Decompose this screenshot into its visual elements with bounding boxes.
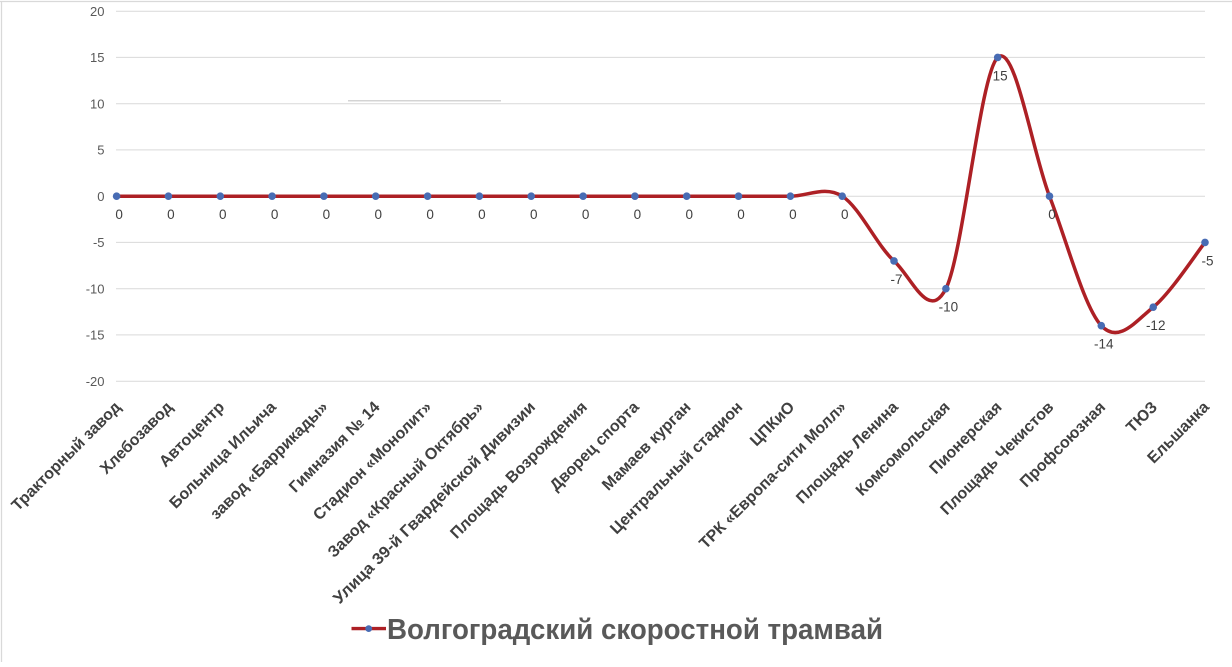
svg-text:0: 0 — [789, 207, 797, 222]
svg-text:Волгоградский скоростной трамв: Волгоградский скоростной трамвай — [387, 614, 883, 646]
svg-text:0: 0 — [530, 207, 538, 222]
svg-text:15: 15 — [993, 68, 1008, 83]
svg-text:0: 0 — [97, 189, 104, 204]
svg-text:-15: -15 — [86, 328, 105, 343]
svg-text:0: 0 — [426, 207, 434, 222]
svg-text:-7: -7 — [890, 272, 902, 287]
svg-text:-10: -10 — [939, 300, 959, 315]
svg-text:-5: -5 — [1201, 253, 1213, 268]
svg-text:0: 0 — [685, 207, 693, 222]
svg-text:-12: -12 — [1146, 318, 1166, 333]
svg-text:-20: -20 — [86, 374, 105, 389]
svg-text:0: 0 — [167, 207, 175, 222]
svg-text:0: 0 — [271, 207, 279, 222]
svg-text:0: 0 — [1048, 207, 1056, 222]
svg-text:-14: -14 — [1094, 337, 1114, 352]
svg-text:-10: -10 — [86, 281, 105, 296]
svg-text:5: 5 — [97, 143, 104, 158]
svg-text:0: 0 — [115, 207, 123, 222]
svg-text:0: 0 — [634, 207, 642, 222]
svg-text:10: 10 — [90, 96, 104, 111]
svg-text:0: 0 — [219, 207, 227, 222]
svg-text:15: 15 — [90, 50, 104, 65]
svg-text:0: 0 — [323, 207, 331, 222]
svg-text:20: 20 — [90, 4, 104, 19]
svg-text:0: 0 — [737, 207, 745, 222]
svg-text:0: 0 — [478, 207, 486, 222]
svg-text:0: 0 — [841, 207, 849, 222]
svg-text:0: 0 — [374, 207, 382, 222]
svg-text:-5: -5 — [93, 235, 105, 250]
svg-text:0: 0 — [582, 207, 590, 222]
